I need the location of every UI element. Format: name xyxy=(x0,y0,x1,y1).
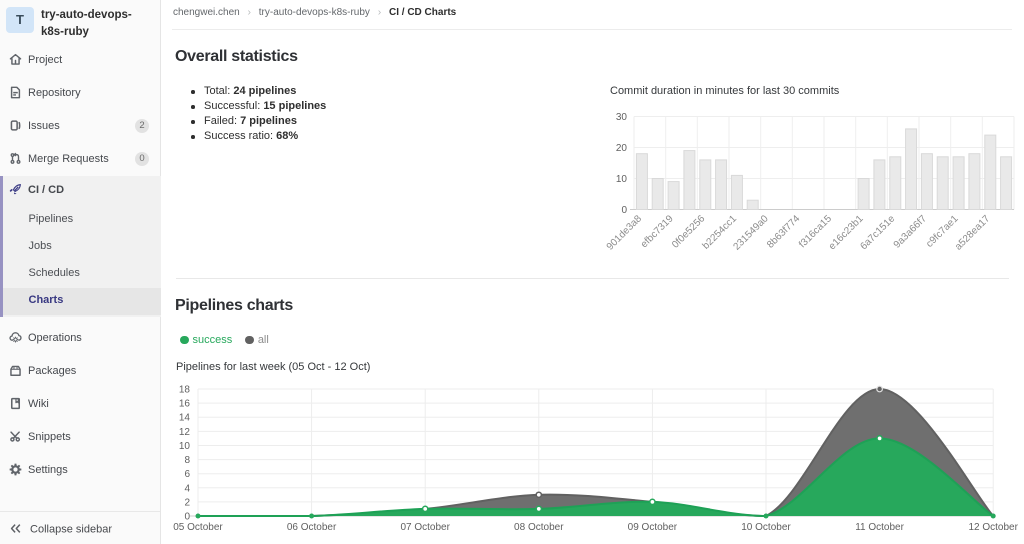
svg-text:0: 0 xyxy=(621,205,627,216)
svg-text:05 October: 05 October xyxy=(173,522,223,533)
svg-text:2: 2 xyxy=(184,497,190,508)
svg-text:8: 8 xyxy=(184,455,190,466)
svg-text:12 October: 12 October xyxy=(968,522,1018,533)
svg-text:0: 0 xyxy=(184,512,190,523)
svg-text:08 October: 08 October xyxy=(514,522,564,533)
svg-text:4: 4 xyxy=(184,483,190,494)
svg-text:10: 10 xyxy=(179,441,191,452)
svg-text:12: 12 xyxy=(179,427,191,438)
svg-text:6: 6 xyxy=(184,469,190,480)
svg-text:18: 18 xyxy=(179,385,191,396)
svg-text:30: 30 xyxy=(616,112,628,123)
svg-text:07 October: 07 October xyxy=(400,522,450,533)
svg-text:10: 10 xyxy=(616,174,628,185)
svg-text:06 October: 06 October xyxy=(287,522,337,533)
svg-text:10 October: 10 October xyxy=(741,522,791,533)
svg-text:11 October: 11 October xyxy=(855,522,904,533)
svg-text:14: 14 xyxy=(179,413,191,424)
svg-text:09 October: 09 October xyxy=(628,522,678,533)
svg-text:20: 20 xyxy=(616,143,628,154)
svg-text:16: 16 xyxy=(179,399,191,410)
